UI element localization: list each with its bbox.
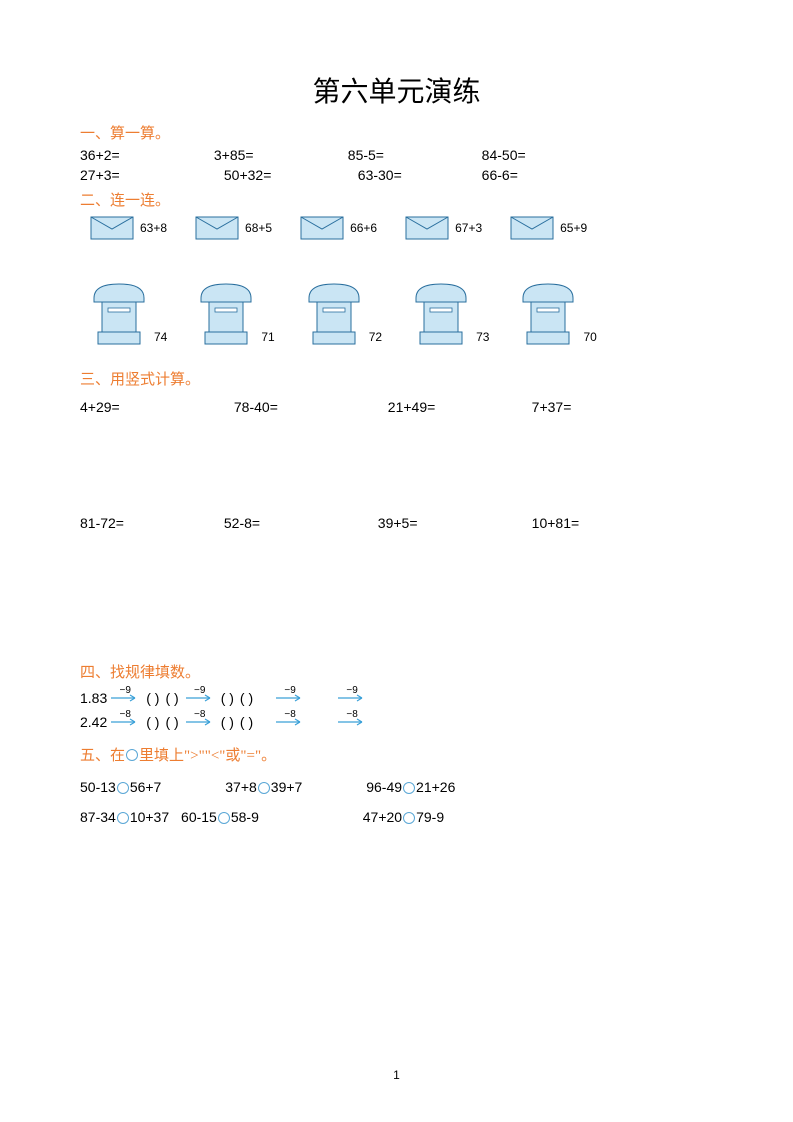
mailbox-row: 74 71 72 73 xyxy=(90,280,713,348)
problem: 3+85= xyxy=(214,147,344,163)
blank: ( ) xyxy=(146,714,159,730)
compare-item: 60-1558-9 xyxy=(181,809,259,825)
mailbox-label: 74 xyxy=(154,330,167,344)
mailbox-icon xyxy=(412,280,470,348)
compare-item: 37+839+7 xyxy=(225,779,302,795)
page-number: 1 xyxy=(393,1068,400,1082)
envelope-icon xyxy=(195,216,239,240)
mailbox-icon xyxy=(197,280,255,348)
mailbox-item: 71 xyxy=(197,280,274,348)
blank: ( ) xyxy=(221,714,234,730)
circle-icon xyxy=(126,749,138,761)
problem: 63-30= xyxy=(358,167,478,183)
blank: ( ) xyxy=(221,690,234,706)
section5-header: 五、在 里填上">""<"或"="。 xyxy=(80,744,713,765)
envelope-icon xyxy=(90,216,134,240)
problem: 66-6= xyxy=(482,167,602,183)
section4-header: 四、找规律填数。 xyxy=(80,661,713,682)
circle-icon xyxy=(403,812,415,824)
pattern-row-1: 1.83 −9 ( ) ( ) −9 ( ) ( ) −9 −9 xyxy=(80,690,713,706)
compare-item: 96-4921+26 xyxy=(366,779,455,795)
mailbox-icon xyxy=(90,280,148,348)
compare-item: 50-1356+7 xyxy=(80,779,161,795)
mailbox-item: 74 xyxy=(90,280,167,348)
mailbox-icon xyxy=(305,280,363,348)
blank: ( ) xyxy=(146,690,159,706)
problem: 27+3= xyxy=(80,167,220,183)
problem: 10+81= xyxy=(532,515,652,531)
problem: 85-5= xyxy=(348,147,478,163)
mailbox-item: 73 xyxy=(412,280,489,348)
section2-header: 二、连一连。 xyxy=(80,189,713,210)
circle-icon xyxy=(403,782,415,794)
mailbox-label: 71 xyxy=(261,330,274,344)
problem: 81-72= xyxy=(80,515,220,531)
problem: 78-40= xyxy=(234,399,384,415)
arrow-icon: −8 xyxy=(338,710,366,726)
envelope-icon xyxy=(405,216,449,240)
envelope-icon xyxy=(510,216,554,240)
arrow-icon: −9 xyxy=(338,686,366,702)
compare-item: 87-3410+37 xyxy=(80,809,169,825)
page-title: 第六单元演练 xyxy=(80,70,713,110)
envelope-label: 63+8 xyxy=(140,221,167,235)
mailbox-label: 70 xyxy=(583,330,596,344)
compare-item: 47+2079-9 xyxy=(363,809,444,825)
envelope-item: 63+8 xyxy=(90,216,167,240)
compare-row-2: 87-3410+37 60-1558-9 47+2079-9 xyxy=(80,809,713,825)
problem: 84-50= xyxy=(482,147,612,163)
envelope-label: 65+9 xyxy=(560,221,587,235)
mailbox-label: 72 xyxy=(369,330,382,344)
arrow-icon: −9 xyxy=(276,686,304,702)
problem: 21+49= xyxy=(388,399,528,415)
arrow-icon: −8 xyxy=(276,710,304,726)
arrow-icon: −8 xyxy=(186,710,214,726)
circle-icon xyxy=(218,812,230,824)
problem: 4+29= xyxy=(80,399,230,415)
problem: 39+5= xyxy=(378,515,528,531)
problem: 7+37= xyxy=(532,399,652,415)
section1-header: 一、算一算。 xyxy=(80,122,713,143)
envelope-item: 68+5 xyxy=(195,216,272,240)
mailbox-item: 72 xyxy=(305,280,382,348)
circle-icon xyxy=(258,782,270,794)
arrow-icon: −8 xyxy=(111,710,139,726)
envelope-label: 67+3 xyxy=(455,221,482,235)
section5-suffix: 里填上">""<"或"="。 xyxy=(139,744,276,765)
blank: ( ) xyxy=(165,714,178,730)
blank: ( ) xyxy=(240,690,253,706)
arrow-icon: −9 xyxy=(111,686,139,702)
pattern-row-2: 2.42 −8 ( ) ( ) −8 ( ) ( ) −8 −8 xyxy=(80,714,713,730)
envelope-label: 68+5 xyxy=(245,221,272,235)
section5-prefix: 五、在 xyxy=(80,744,125,765)
envelope-item: 67+3 xyxy=(405,216,482,240)
envelope-item: 65+9 xyxy=(510,216,587,240)
envelope-icon xyxy=(300,216,344,240)
problem: 52-8= xyxy=(224,515,374,531)
section3-row1: 4+29= 78-40= 21+49= 7+37= xyxy=(80,399,713,415)
problem: 50+32= xyxy=(224,167,354,183)
envelope-row: 63+8 68+5 66+6 67+3 65+9 xyxy=(90,216,713,240)
envelope-label: 66+6 xyxy=(350,221,377,235)
mailbox-label: 73 xyxy=(476,330,489,344)
section1-row1: 36+2= 3+85= 85-5= 84-50= xyxy=(80,147,713,163)
pattern-prefix: 2.42 xyxy=(80,714,107,730)
circle-icon xyxy=(117,812,129,824)
circle-icon xyxy=(117,782,129,794)
mailbox-icon xyxy=(519,280,577,348)
arrow-icon: −9 xyxy=(186,686,214,702)
problem: 36+2= xyxy=(80,147,210,163)
section3-row2: 81-72= 52-8= 39+5= 10+81= xyxy=(80,515,713,531)
section1-row2: 27+3= 50+32= 63-30= 66-6= xyxy=(80,167,713,183)
compare-row-1: 50-1356+7 37+839+7 96-4921+26 xyxy=(80,779,713,795)
envelope-item: 66+6 xyxy=(300,216,377,240)
section3-header: 三、用竖式计算。 xyxy=(80,368,713,389)
mailbox-item: 70 xyxy=(519,280,596,348)
blank: ( ) xyxy=(240,714,253,730)
pattern-prefix: 1.83 xyxy=(80,690,107,706)
blank: ( ) xyxy=(165,690,178,706)
